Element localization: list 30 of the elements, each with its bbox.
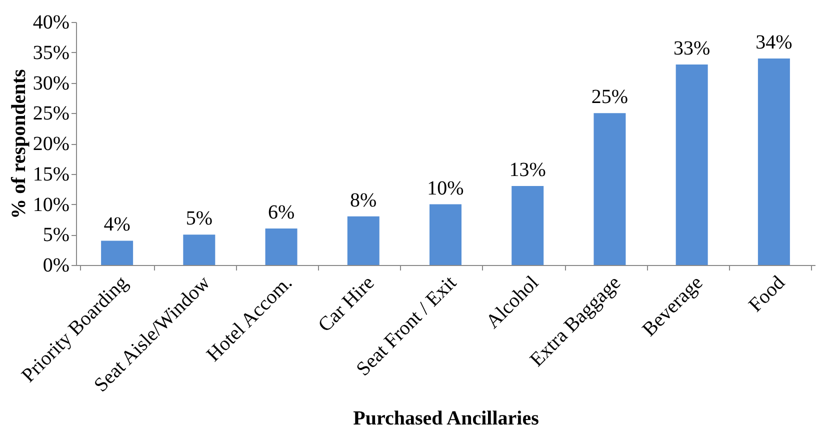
data-label: 8% [350, 189, 377, 212]
y-tick-label: 20% [32, 133, 70, 155]
data-label: 5% [186, 208, 213, 230]
data-label: 6% [268, 202, 295, 224]
bar [265, 228, 298, 265]
data-label: 10% [427, 177, 464, 200]
y-tick-label: 25% [32, 102, 70, 125]
bar [676, 64, 708, 265]
x-axis-title: Purchased Ancillaries [353, 407, 540, 430]
bar [347, 216, 380, 265]
bar [758, 58, 790, 265]
y-axis-title: % of respondents [8, 68, 30, 219]
y-tick-label: 15% [32, 163, 70, 186]
y-tick-label: 40% [32, 12, 70, 34]
data-label: 25% [591, 86, 628, 108]
bar [430, 204, 462, 265]
data-label: 13% [509, 159, 546, 182]
data-label: 33% [673, 38, 710, 60]
y-tick-label: 0% [42, 254, 70, 276]
bar [101, 240, 134, 265]
bar [512, 186, 544, 265]
x-tick-label: Car Hire [314, 272, 379, 336]
data-label: 4% [104, 214, 130, 236]
data-label: 34% [756, 31, 792, 54]
y-tick-label: 30% [32, 72, 70, 94]
y-tick-label: 5% [42, 224, 70, 246]
bar [183, 234, 216, 265]
y-tick-label: 10% [32, 194, 70, 216]
y-tick-label: 35% [32, 42, 70, 64]
bar [594, 113, 626, 265]
